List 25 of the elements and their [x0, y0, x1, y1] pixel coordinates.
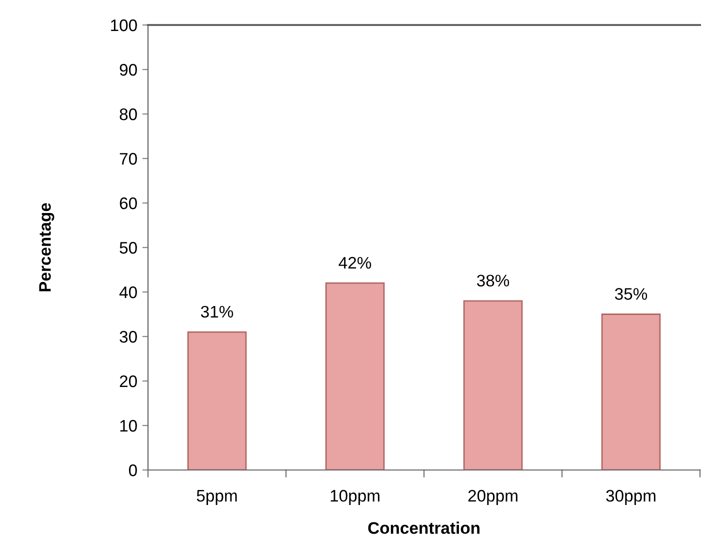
x-tick-label: 20ppm	[468, 490, 518, 505]
y-tick-label: 100	[111, 19, 137, 32]
data-label: 42%	[338, 256, 372, 269]
y-tick-label: 50	[120, 242, 137, 254]
y-tick-label: 60	[120, 197, 137, 210]
x-tick-label: 5ppm	[196, 490, 237, 505]
y-tick-label: 70	[120, 152, 137, 165]
y-tick-label: 90	[120, 64, 137, 76]
bar	[601, 314, 661, 470]
data-label: 31%	[200, 306, 234, 318]
data-label: 38%	[476, 274, 510, 286]
y-tick-label: 80	[120, 108, 137, 120]
bar	[463, 300, 523, 470]
x-tick-label: 30ppm	[606, 490, 656, 505]
y-tick-label: 20	[120, 375, 137, 388]
bar	[187, 331, 247, 470]
data-label: 35%	[614, 288, 648, 300]
x-tick-label: 10ppm	[330, 490, 380, 505]
y-tick-label: 30	[120, 330, 137, 343]
y-tick-label: 10	[120, 420, 137, 432]
y-tick-label: 40	[119, 286, 137, 298]
y-tick-label: 0	[128, 464, 137, 476]
x-axis-title: Concentration	[368, 522, 480, 534]
bar	[325, 282, 385, 470]
y-axis-title: Percentage	[39, 203, 54, 292]
